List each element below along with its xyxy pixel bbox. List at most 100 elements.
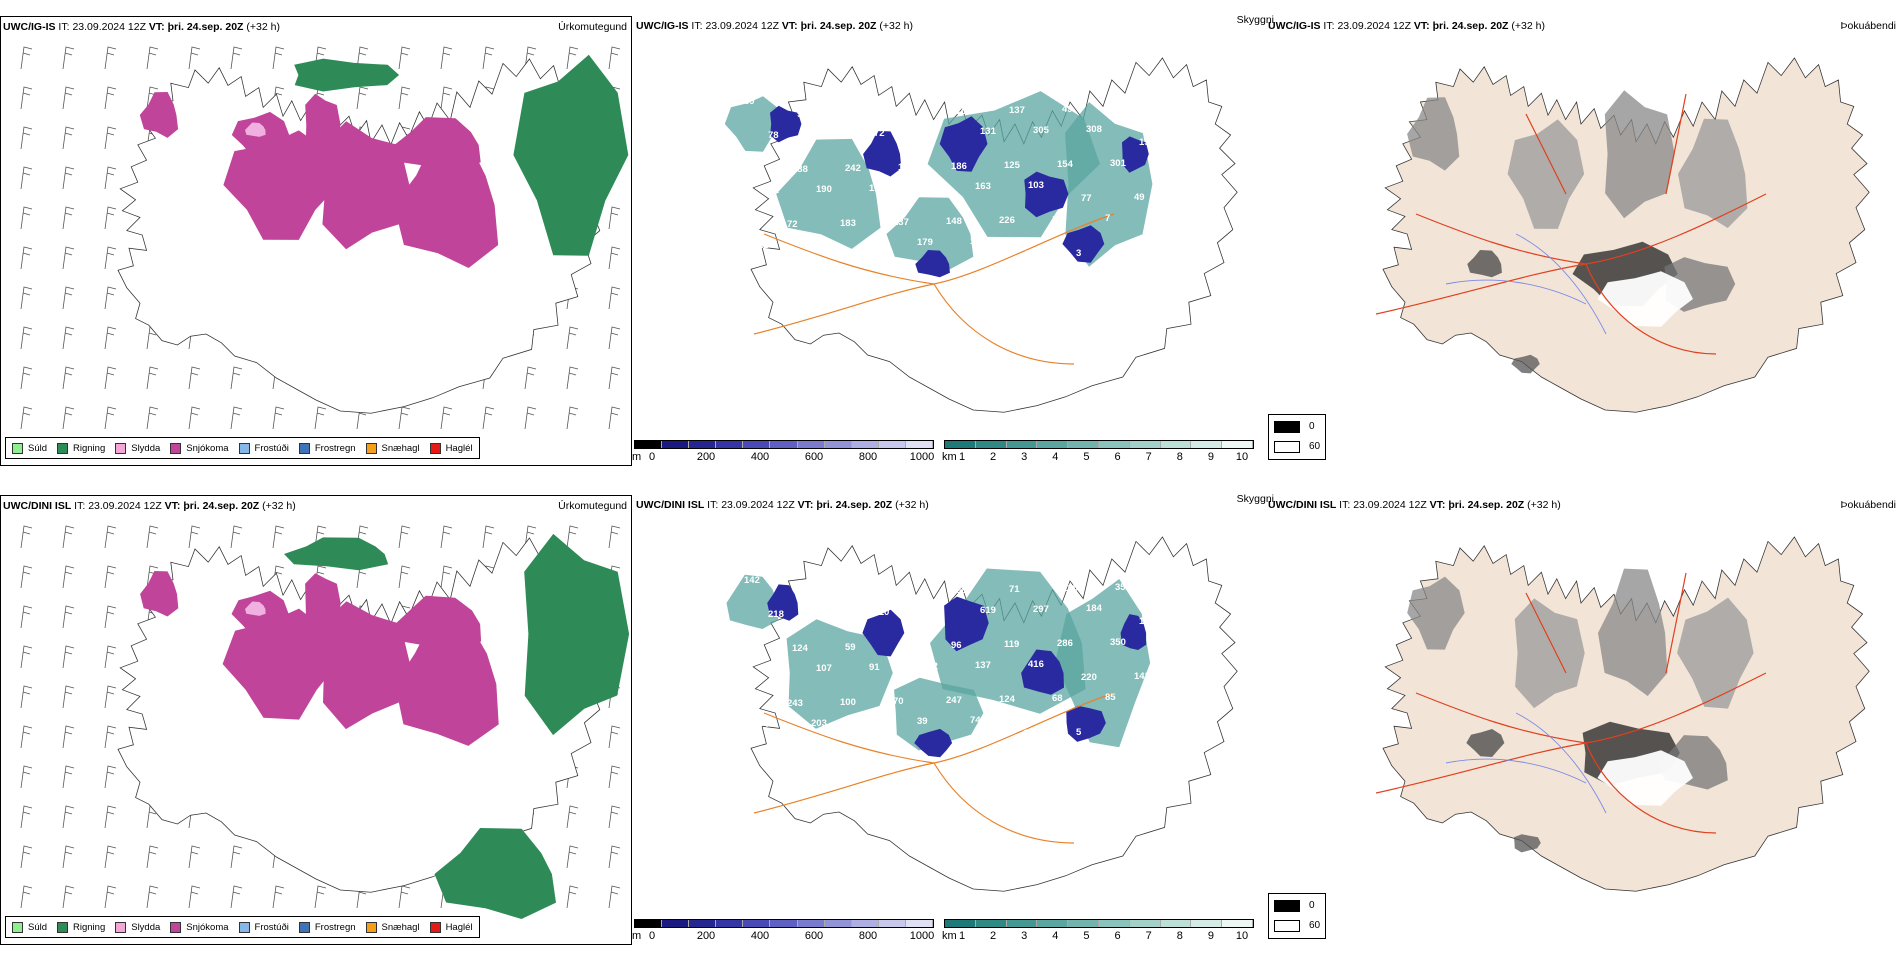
cloud-panel: UWC/IG-IS IT: 23.09.2024 12Z VT: þri. 24… — [632, 14, 1274, 466]
it-value: 23.09.2024 12Z — [88, 500, 162, 512]
cloudbase-label: 1 — [903, 107, 909, 118]
fog-legend-swatch — [1274, 920, 1300, 932]
wind-barb — [482, 406, 495, 430]
legend-item: Súld — [12, 442, 47, 454]
cloudbase-label: 100 — [840, 697, 856, 708]
colorbar-cell — [945, 920, 976, 927]
colorbar-tick: 8 — [1176, 451, 1183, 463]
wind-barb — [398, 565, 411, 589]
colorbar-cell — [1006, 920, 1038, 927]
road-network — [753, 213, 1115, 365]
legend-swatch — [57, 921, 69, 933]
fog-area — [1514, 834, 1541, 853]
legend-swatch — [238, 442, 250, 454]
wind-barb — [188, 46, 201, 70]
wind-barb — [398, 885, 411, 909]
vt-label: VT: — [1429, 499, 1446, 511]
colorbar-cell — [662, 920, 690, 927]
cloudbase-label: 78 — [898, 641, 909, 652]
wind-barb — [62, 86, 75, 110]
wind-barb — [566, 525, 579, 549]
cloudbase-label: 77 — [1081, 193, 1092, 204]
wind-barb — [62, 685, 75, 709]
wind-barb — [104, 206, 117, 230]
wind-barb — [566, 326, 579, 350]
wind-barb — [398, 86, 411, 110]
model-name: UWC/DINI ISL — [1268, 499, 1337, 511]
wind-barb — [482, 46, 495, 70]
precip-type-panel: UWC/DINI ISL IT: 23.09.2024 12Z VT: þri.… — [0, 495, 632, 945]
wind-barb — [62, 805, 75, 829]
legend-swatch — [365, 921, 377, 933]
colorbar-tick: 2 — [990, 930, 997, 942]
wind-barb — [566, 366, 579, 390]
fog-legend: 0 60 — [1268, 414, 1326, 460]
cloudbase-label: 215 — [1062, 583, 1079, 594]
vt-value: þri. 24.sep. 20Z — [167, 21, 244, 33]
wind-barb — [104, 126, 117, 150]
legend-swatch — [115, 921, 127, 933]
cloudbase-label: 619 — [980, 605, 996, 616]
it-value: 23.09.2024 12Z — [705, 20, 779, 32]
wind-barb — [20, 845, 33, 869]
wind-barb — [440, 525, 453, 549]
legend-item: Haglél — [429, 442, 473, 454]
cloudbase-label: 166 — [1139, 616, 1155, 627]
legend-swatch — [115, 442, 127, 454]
precip-type-legend: Súld Rigning Slydda Snjókoma Frostúði Frostre… — [5, 916, 480, 938]
wind-barb — [104, 406, 117, 430]
cloudbase-label: 58 — [956, 585, 967, 596]
cloudbase-label: 49 — [1134, 192, 1145, 203]
wind-barb — [608, 845, 621, 869]
cloudbase-label: 5 — [1076, 727, 1082, 738]
cloudbase-label: 226 — [999, 215, 1015, 226]
snow-area — [395, 595, 482, 650]
colorbar-cell — [975, 441, 1007, 448]
legend-item: Slydda — [115, 921, 160, 933]
cloudbase-label: 162 — [922, 661, 938, 672]
legend-item: Slydda — [115, 442, 160, 454]
panel-title: UWC/IG-IS IT: 23.09.2024 12Z VT: þri. 24… — [1268, 20, 1545, 32]
legend-swatch — [170, 442, 182, 454]
colorbar-cell — [945, 441, 976, 448]
cloudbase-label: 84 — [922, 182, 933, 193]
wind-barb — [62, 286, 75, 310]
wind-barb — [104, 525, 117, 549]
colorbar-tick: 10 — [1235, 930, 1249, 942]
colorbar-tick: 1 — [958, 930, 966, 942]
colorbar-cell — [635, 441, 663, 448]
legend-item: Snæhagl — [365, 442, 420, 454]
wind-barb — [314, 525, 327, 549]
cloudbase-label: 308 — [1086, 124, 1102, 135]
cloudbase-label: 91 — [869, 662, 880, 673]
cloudbase-label: 10 — [956, 106, 967, 117]
fog-area — [1678, 118, 1748, 228]
it-value: 23.09.2024 12Z — [72, 21, 146, 33]
wind-barb — [608, 805, 621, 829]
rain-area — [524, 533, 630, 736]
wind-barb — [62, 525, 75, 549]
fog-area — [1407, 97, 1460, 171]
it-label: IT: — [691, 20, 703, 32]
wind-barb — [272, 525, 285, 549]
cloudbase-label: 7 — [1105, 213, 1110, 224]
cloudbase-label: 78 — [768, 130, 779, 141]
wind-barb — [356, 46, 369, 70]
forecast-row-ig: UWC/IG-IS IT: 23.09.2024 12Z VT: þri. 24… — [0, 14, 1900, 481]
wind-barb — [20, 326, 33, 350]
cloudbase-label: 71 — [1009, 584, 1020, 595]
wind-barb — [566, 406, 579, 430]
fog-heading: Þokuábendi — [1840, 499, 1896, 511]
colorbar-tick: 9 — [1207, 451, 1214, 463]
it-label: IT: — [1339, 499, 1351, 511]
cloudbase-area — [1024, 171, 1069, 218]
wind-barb — [62, 725, 75, 749]
colorbar-tick: 6 — [1114, 930, 1121, 942]
colorbar-tick: 600 — [804, 930, 824, 942]
panel-title: UWC/DINI ISL IT: 23.09.2024 12Z VT: þri.… — [636, 499, 929, 511]
cloudbase-label: 218 — [768, 609, 784, 620]
colorbar-cell — [905, 920, 934, 927]
road-network — [1375, 93, 1767, 355]
visibility-area — [724, 96, 783, 152]
wind-barb — [62, 206, 75, 230]
